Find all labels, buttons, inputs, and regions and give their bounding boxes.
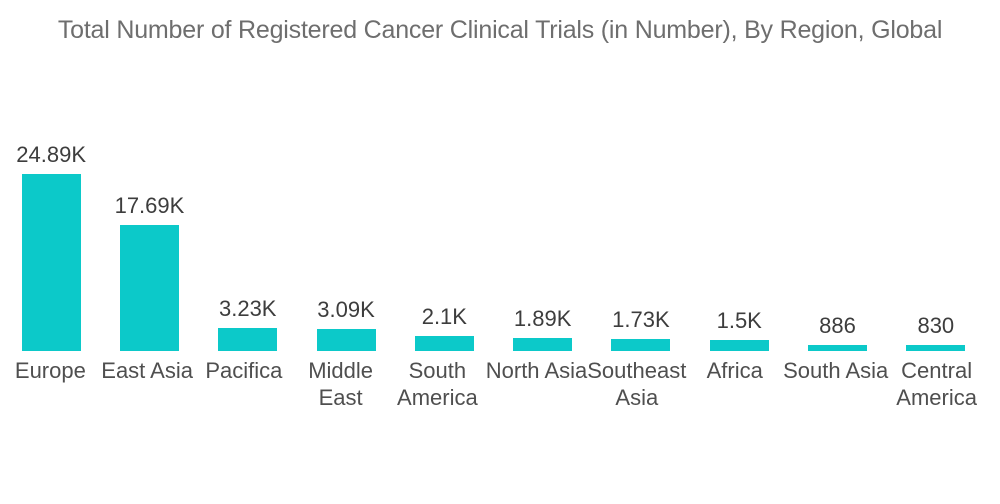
bar-column-europe: 24.89K xyxy=(2,142,100,351)
bar-value-label: 830 xyxy=(917,313,955,339)
bar-column-southeast-asia: 1.73K xyxy=(592,307,690,351)
bar-southeast-asia xyxy=(611,338,671,351)
bar-column-south-asia: 886 xyxy=(788,313,886,351)
bar-value-label: 24.89K xyxy=(16,142,87,167)
category-label-pacifica: Pacifica xyxy=(205,358,283,383)
bar-column-central-america: 830 xyxy=(887,313,985,351)
category-label-middle-east: Middle East xyxy=(308,358,374,410)
bar-europe xyxy=(21,174,81,351)
category-label-south-asia: South Asia xyxy=(783,358,889,383)
bar-value-label: 1.89K xyxy=(513,305,572,331)
bar-value-label: 1.73K xyxy=(612,306,670,332)
bar-value-label: 1.5K xyxy=(716,308,762,334)
category-label-europe: Europe xyxy=(14,358,86,383)
category-label-south-america: South America xyxy=(397,358,478,410)
bar-column-middle-east: 3.09K xyxy=(297,297,395,351)
bar-value-label: 2.1K xyxy=(421,304,467,330)
category-label-southeast-asia: Southeast Asia xyxy=(587,358,687,410)
bar-column-east-asia: 17.69K xyxy=(100,193,198,351)
category-label-east-asia: East Asia xyxy=(101,358,193,383)
bar-africa xyxy=(709,340,769,351)
bar-pacifica xyxy=(218,328,278,351)
bar-value-label: 3.09K xyxy=(317,297,375,322)
bar-south-america xyxy=(414,336,474,351)
bar-value-label: 3.23K xyxy=(218,296,277,321)
bar-south-asia xyxy=(808,344,868,351)
category-axis: Europe East Asia Pacifica Middle East South Am… xyxy=(0,357,1000,411)
bar-central-america xyxy=(906,345,966,351)
chart-title: Total Number of Registered Cancer Clinic… xyxy=(57,16,943,44)
bar-value-label: 17.69K xyxy=(114,193,185,219)
bar-east-asia xyxy=(119,225,179,351)
category-label-central-america: Central America xyxy=(896,358,977,410)
category-label-north-asia: North Asia xyxy=(485,358,588,383)
category-label-africa: Africa xyxy=(706,358,763,383)
bar-column-pacifica: 3.23K xyxy=(199,296,297,351)
bar-value-label: 886 xyxy=(819,312,856,338)
bar-column-north-asia: 1.89K xyxy=(493,306,591,351)
bar-middle-east xyxy=(316,329,376,351)
bar-north-asia xyxy=(513,337,573,351)
bar-column-south-america: 2.1K xyxy=(395,304,493,351)
bar-column-africa: 1.5K xyxy=(690,308,788,351)
plot-area: 24.89K 17.69K 3.23K 3.09K 2.1K 1.89K 1.73K 1.5K… xyxy=(2,142,985,351)
